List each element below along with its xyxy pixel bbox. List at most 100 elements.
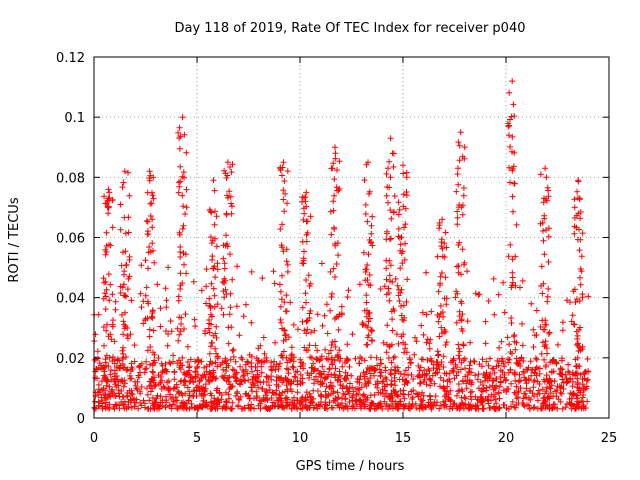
data-point — [110, 404, 117, 410]
data-point — [106, 383, 113, 390]
data-point — [364, 218, 371, 225]
data-point — [280, 348, 287, 355]
data-point — [382, 374, 389, 381]
data-point — [203, 266, 210, 273]
data-point — [453, 188, 460, 195]
data-point — [176, 145, 183, 152]
data-point — [122, 309, 128, 316]
data-point — [209, 374, 216, 381]
data-point — [436, 333, 443, 340]
data-point — [509, 78, 516, 85]
data-point — [363, 299, 370, 306]
data-point — [279, 244, 286, 251]
data-point — [203, 363, 210, 370]
data-point — [423, 404, 430, 411]
data-point — [266, 382, 272, 389]
data-point — [211, 292, 218, 299]
data-point — [512, 282, 519, 289]
data-point — [573, 224, 580, 231]
data-point — [395, 211, 402, 218]
data-point — [227, 356, 234, 363]
data-point — [455, 263, 462, 269]
data-point — [387, 174, 394, 181]
data-point — [440, 385, 447, 392]
data-point — [406, 355, 413, 361]
data-point — [436, 405, 443, 412]
data-point — [545, 330, 552, 337]
data-point — [345, 357, 351, 364]
data-point — [402, 341, 409, 348]
data-point — [157, 323, 164, 330]
data-point — [103, 327, 110, 334]
data-point — [101, 290, 108, 297]
data-point — [272, 339, 279, 346]
data-point — [157, 393, 164, 400]
data-point — [341, 375, 348, 382]
data-point — [269, 389, 276, 396]
data-point — [174, 325, 181, 332]
data-point — [332, 144, 338, 151]
data-point — [137, 369, 144, 376]
data-point — [106, 189, 113, 196]
data-point — [517, 362, 524, 369]
data-point — [111, 338, 118, 345]
data-point — [218, 305, 225, 312]
data-point — [511, 338, 518, 345]
data-point — [166, 402, 173, 409]
data-point — [413, 338, 420, 345]
data-point — [336, 368, 343, 375]
data-point — [332, 240, 338, 247]
data-point — [131, 342, 138, 349]
data-point — [145, 231, 152, 237]
data-point — [146, 326, 153, 333]
data-point — [177, 328, 184, 335]
data-point — [270, 390, 277, 397]
data-point — [230, 346, 237, 353]
data-point — [132, 378, 138, 385]
data-point — [536, 370, 543, 377]
data-point — [142, 292, 149, 299]
data-point — [206, 371, 213, 378]
data-point — [249, 379, 256, 386]
data-point — [131, 358, 138, 365]
data-point — [552, 404, 558, 411]
data-point — [336, 404, 343, 411]
data-point — [581, 384, 587, 391]
data-point — [224, 192, 230, 199]
data-point — [577, 266, 584, 272]
data-point — [255, 373, 262, 380]
data-point — [283, 336, 289, 343]
data-point — [542, 390, 549, 397]
data-point — [281, 405, 288, 412]
data-point — [397, 265, 404, 272]
data-point — [170, 358, 176, 365]
data-point — [207, 390, 214, 397]
data-point — [408, 359, 415, 366]
data-point — [557, 384, 564, 391]
data-point — [118, 262, 125, 269]
data-point — [385, 355, 392, 361]
data-point — [242, 361, 249, 368]
data-point — [349, 394, 355, 401]
data-point — [221, 375, 228, 382]
data-point — [564, 378, 571, 385]
data-point — [364, 334, 371, 341]
data-point — [157, 399, 164, 406]
data-point — [402, 221, 409, 228]
data-point — [241, 377, 248, 384]
data-point — [221, 167, 228, 174]
data-point — [100, 366, 106, 373]
data-point — [329, 405, 336, 411]
data-point — [383, 265, 390, 272]
data-point — [232, 392, 239, 399]
data-point — [493, 405, 500, 412]
data-point — [386, 158, 393, 165]
data-point — [392, 367, 399, 374]
data-point — [506, 132, 512, 139]
data-point — [356, 398, 363, 405]
data-point — [279, 272, 285, 279]
data-point — [142, 257, 149, 264]
data-point — [127, 331, 134, 338]
data-point — [155, 372, 162, 379]
data-point — [330, 198, 337, 205]
